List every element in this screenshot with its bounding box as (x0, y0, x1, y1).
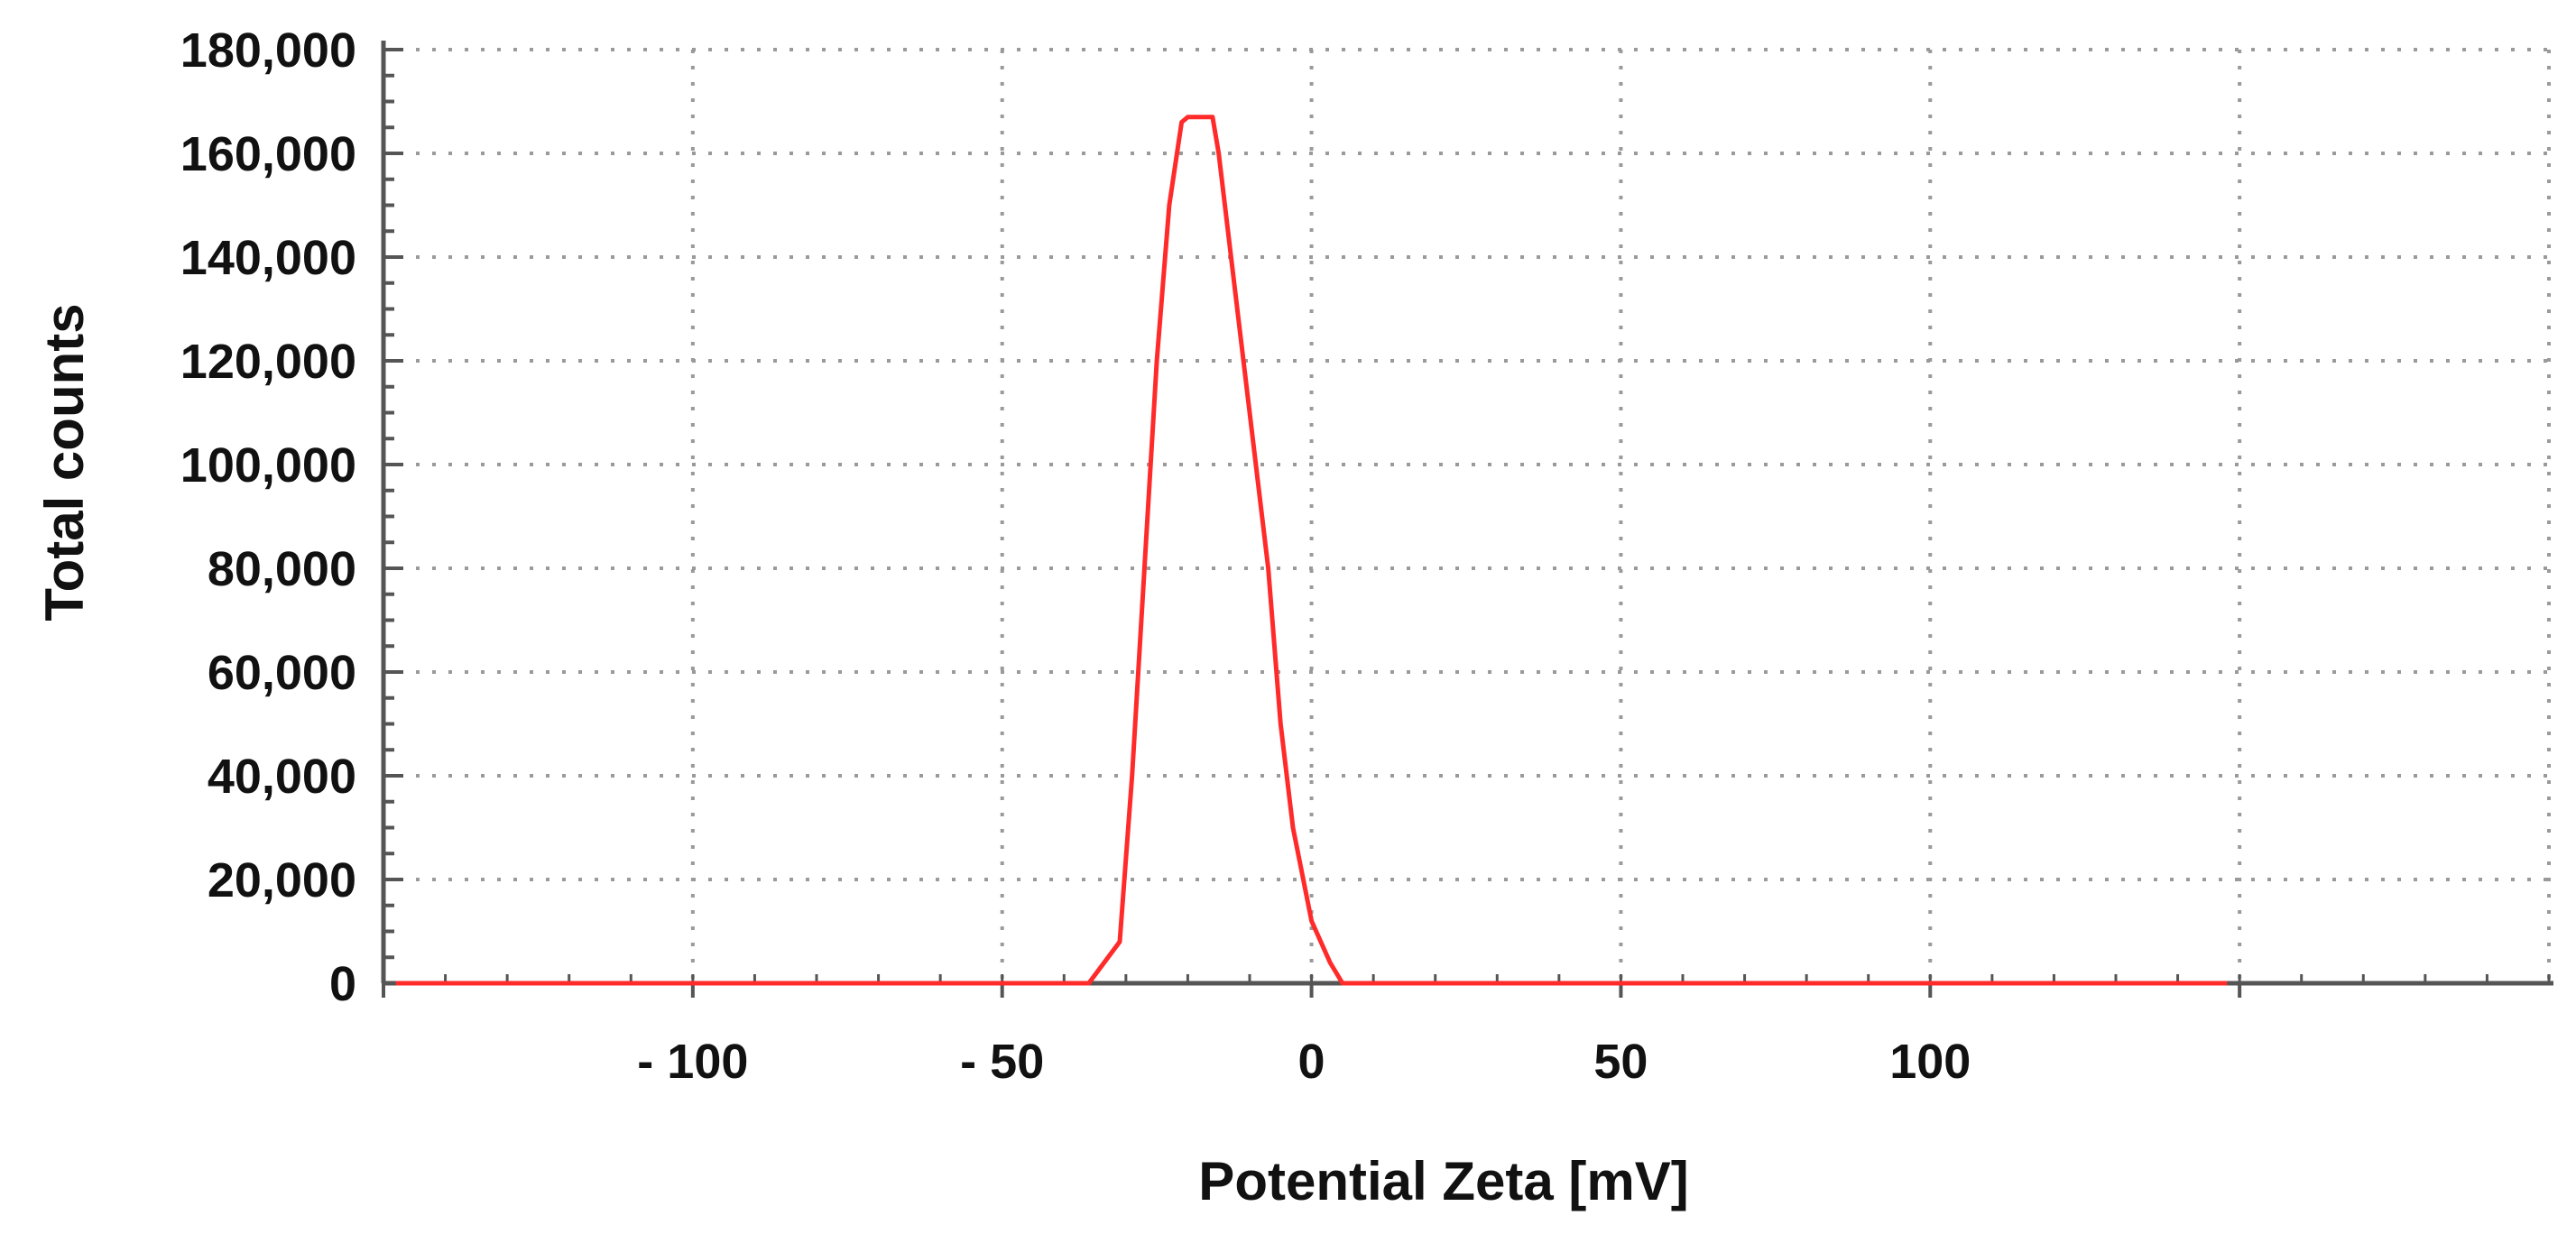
series-line-0 (395, 115, 2228, 986)
y-tick-label-4: 80,000 (208, 542, 356, 596)
y-tick-label-1: 20,000 (208, 853, 356, 907)
x-tick-label-1: - 50 (960, 1035, 1044, 1089)
y-tick-label-3: 60,000 (208, 646, 356, 700)
y-tick-label-8: 160,000 (180, 127, 356, 181)
x-axis-title: Potential Zeta [mV] (1198, 1151, 1688, 1211)
y-tick-label-0: 0 (329, 957, 356, 1011)
x-tick-label-3: 50 (1593, 1035, 1648, 1089)
y-tick-label-7: 140,000 (180, 231, 356, 285)
x-tick-label-4: 100 (1889, 1035, 1971, 1089)
y-tick-label-5: 100,000 (180, 438, 356, 493)
y-axis-title: Total counts (34, 303, 95, 621)
x-tick-label-2: 0 (1298, 1035, 1325, 1089)
y-tick-label-2: 40,000 (208, 750, 356, 804)
x-tick-label-0: - 100 (637, 1035, 748, 1089)
y-tick-label-6: 120,000 (180, 335, 356, 389)
y-tick-label-9: 180,000 (180, 23, 356, 78)
